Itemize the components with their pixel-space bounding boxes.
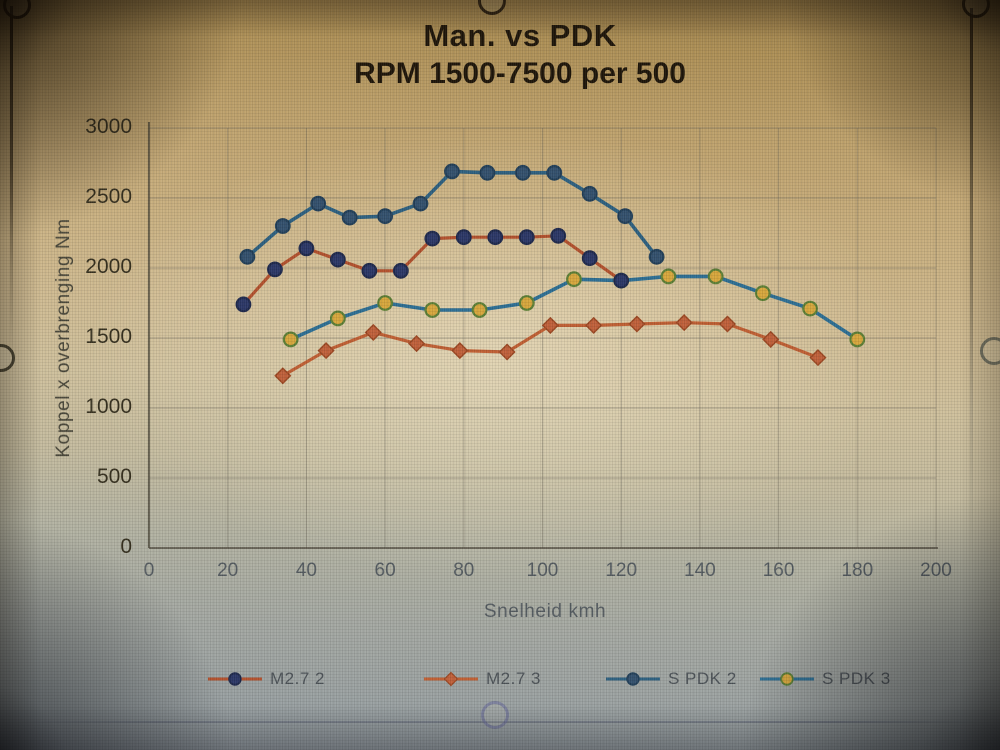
y-tick-label: 2500 <box>85 185 132 208</box>
data-point-m2-7-3 <box>274 367 292 385</box>
x-tick-label: 160 <box>762 560 795 581</box>
data-point-m2-7-2 <box>613 272 630 289</box>
data-point-m2-7-2 <box>518 229 535 246</box>
data-point-m2-7-3 <box>628 315 646 333</box>
data-point-m2-7-3 <box>762 330 780 348</box>
data-point-s-pdk-2 <box>444 163 460 180</box>
data-point-m2-7-3 <box>541 316 559 334</box>
legend-label: M2.7 2 <box>270 669 325 688</box>
data-point-m2-7-3 <box>585 316 603 334</box>
chart-title-line1: Man. vs PDK <box>423 18 617 53</box>
data-point-s-pdk-2 <box>239 248 256 265</box>
data-point-s-pdk-3 <box>849 331 866 348</box>
x-tick-label: 0 <box>143 560 155 581</box>
legend-marker-sample <box>780 672 794 686</box>
data-point-m2-7-2 <box>550 227 567 244</box>
data-point-s-pdk-2 <box>581 185 598 202</box>
data-point-s-pdk-2 <box>274 218 291 234</box>
x-tick-label: 40 <box>295 560 317 581</box>
y-tick-label: 1000 <box>85 395 132 418</box>
data-point-s-pdk-2 <box>341 209 358 226</box>
x-tick-label: 180 <box>841 560 874 581</box>
legend-marker-m2-7-3 <box>424 671 478 687</box>
data-point-s-pdk-3 <box>329 310 346 327</box>
data-point-s-pdk-2 <box>514 164 531 181</box>
data-point-s-pdk-3 <box>707 268 724 285</box>
legend-label: M2.7 3 <box>486 669 541 688</box>
legend-label: S PDK 2 <box>668 669 737 688</box>
data-point-m2-7-2 <box>424 230 441 247</box>
data-point-s-pdk-3 <box>471 302 488 318</box>
x-tick-label: 140 <box>684 560 716 581</box>
data-point-m2-7-3 <box>451 342 469 360</box>
x-axis-title: Snelheid kmh <box>483 601 607 622</box>
data-point-s-pdk-3 <box>518 295 535 311</box>
data-point-m2-7-3 <box>675 314 693 332</box>
legend-item-s-pdk-3: S PDK 3 <box>758 668 891 690</box>
data-point-s-pdk-3 <box>282 331 299 348</box>
legend-item-s-pdk-2: S PDK 2 <box>604 668 737 690</box>
data-point-m2-7-3 <box>718 315 737 333</box>
x-tick-label: 60 <box>374 560 396 581</box>
y-tick-label: 2000 <box>85 255 132 278</box>
legend-item-m2-7-3: M2.7 3 <box>422 668 541 690</box>
data-point-m2-7-3 <box>809 349 827 367</box>
legend-marker-s-pdk-2 <box>606 672 660 686</box>
chart-title: Man. vs PDK RPM 1500-7500 per 500 <box>20 16 1000 93</box>
data-point-s-pdk-2 <box>412 195 429 212</box>
data-point-m2-7-2 <box>487 229 504 246</box>
data-point-m2-7-2 <box>235 296 252 313</box>
x-tick-label: 20 <box>217 560 239 581</box>
data-point-s-pdk-3 <box>802 300 818 317</box>
x-tick-label: 100 <box>526 560 559 581</box>
x-tick-label: 120 <box>605 560 638 581</box>
legend-marker-sample <box>228 672 242 686</box>
data-point-m2-7-2 <box>361 262 378 279</box>
data-point-s-pdk-3 <box>424 302 441 318</box>
data-point-s-pdk-2 <box>648 248 665 265</box>
legend-label: S PDK 3 <box>822 669 891 688</box>
data-point-m2-7-2 <box>298 240 315 257</box>
data-point-m2-7-2 <box>581 250 598 267</box>
x-tick-label: 80 <box>453 560 475 581</box>
legend-marker-sample <box>443 671 459 687</box>
data-point-s-pdk-3 <box>566 271 582 288</box>
data-point-m2-7-2 <box>267 261 283 278</box>
data-point-s-pdk-3 <box>754 285 771 302</box>
x-tick-label: 200 <box>920 560 952 581</box>
data-point-s-pdk-2 <box>479 164 496 181</box>
y-tick-label: 0 <box>120 535 132 558</box>
y-tick-label: 1500 <box>85 325 132 348</box>
y-tick-label: 3000 <box>85 115 132 138</box>
data-point-s-pdk-3 <box>377 295 394 311</box>
y-tick-label: 500 <box>96 465 132 488</box>
data-point-s-pdk-3 <box>660 268 677 285</box>
data-point-m2-7-2 <box>392 262 409 279</box>
data-point-s-pdk-2 <box>617 208 634 225</box>
legend-marker-m2-7-2 <box>208 672 262 686</box>
data-point-m2-7-3 <box>498 343 516 361</box>
chart-title-line2: RPM 1500-7500 per 500 <box>354 57 686 90</box>
data-point-m2-7-2 <box>329 251 346 268</box>
data-point-s-pdk-2 <box>310 195 327 212</box>
data-point-m2-7-3 <box>317 342 335 360</box>
data-point-s-pdk-2 <box>546 164 563 181</box>
data-point-s-pdk-2 <box>377 208 394 225</box>
legend-item-m2-7-2: M2.7 2 <box>206 668 325 690</box>
legend-marker-s-pdk-3 <box>760 672 814 686</box>
legend-marker-sample <box>626 672 640 686</box>
data-point-m2-7-2 <box>455 229 472 246</box>
